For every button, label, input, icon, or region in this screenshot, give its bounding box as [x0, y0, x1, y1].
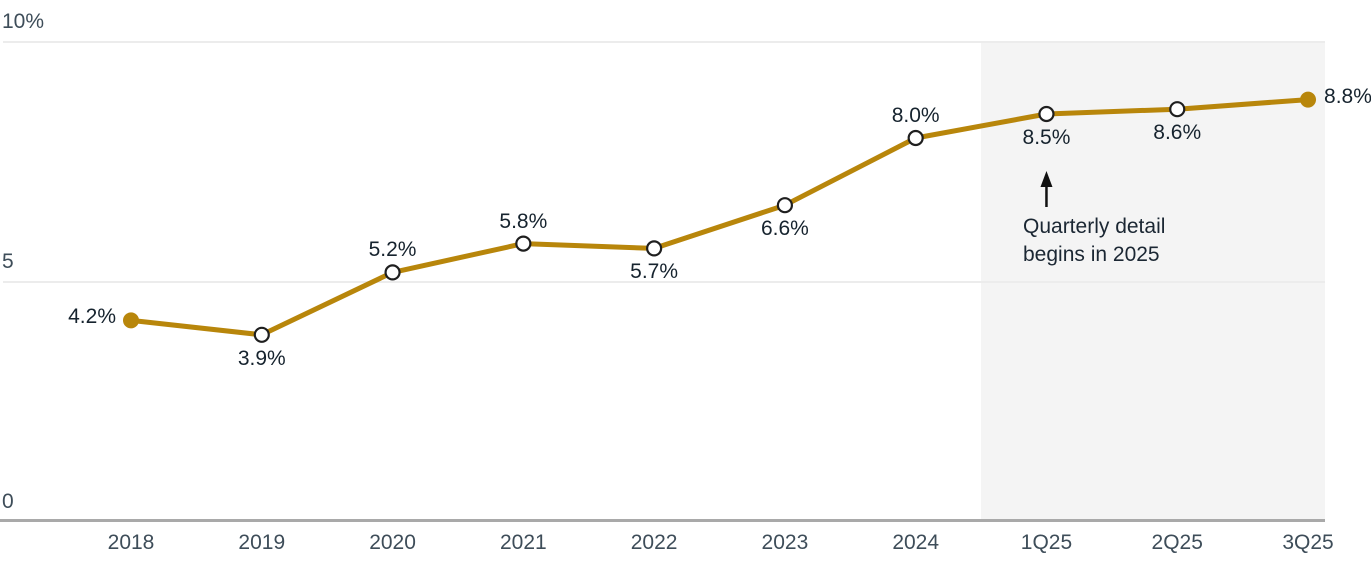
data-point-open — [1169, 101, 1186, 118]
annotation-arrow-icon — [1040, 171, 1053, 187]
x-axis-line — [0, 519, 1325, 522]
data-point-filled — [1300, 91, 1317, 108]
forecast-shade-region — [981, 42, 1325, 519]
data-point-filled — [123, 312, 139, 329]
annotation-text: Quarterly detail begins in 2025 — [1023, 213, 1165, 269]
data-point-open — [907, 129, 924, 147]
annotation-line-1: Quarterly detail — [1023, 215, 1166, 238]
data-point-open — [384, 264, 401, 281]
data-point-open — [515, 235, 532, 252]
annotation-line-2: begins in 2025 — [1023, 243, 1160, 266]
data-point-open — [776, 197, 794, 214]
data-point-open — [646, 240, 663, 257]
data-point-open — [253, 326, 270, 343]
trend-line — [128, 97, 1311, 338]
data-point-open — [1038, 105, 1055, 123]
